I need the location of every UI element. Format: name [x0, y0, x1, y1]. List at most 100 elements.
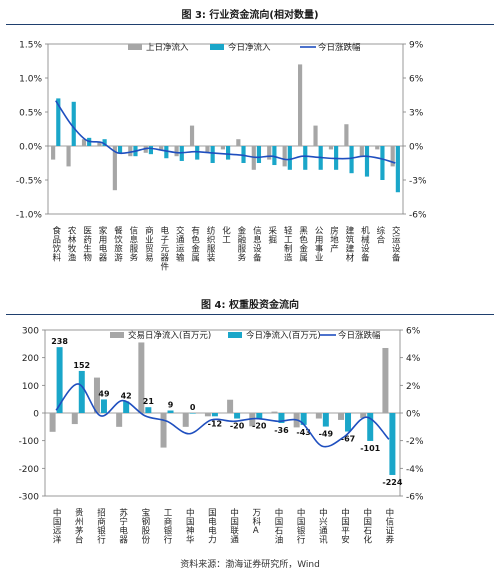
figure1-caption: 图 3: 行业资金流向(相对数量)	[181, 10, 319, 21]
fig1-legend-swatch	[210, 44, 224, 50]
fig1-category-label: 餐饮旅游	[112, 226, 122, 262]
fig1-y-tick-label: 0.5%	[19, 109, 42, 119]
fig2-category-label: 中国神华	[184, 507, 194, 544]
fig2-bar-prev	[338, 413, 345, 420]
fig1-category-label: 信息服务	[128, 225, 138, 262]
fig2-data-label: 49	[98, 389, 110, 398]
industry-fund-flow-chart: 1.5% 1.0% 0.5% 0.0% -0.5% -1.0% 9% 6% 3% 0% -3% -6%…	[16, 41, 427, 272]
fig1-bar-prev	[128, 146, 133, 157]
fig1-y2-tick-label: -6%	[409, 211, 427, 221]
fig2-y2-tick-label: 2%	[406, 382, 421, 392]
fig2-bar-today	[300, 413, 307, 425]
fig2-category-label: 中国石化	[362, 507, 372, 544]
fig2-category-label: 工商银行	[162, 508, 172, 544]
fig1-category-label: 信息设备	[251, 225, 261, 262]
fig2-data-label: -20	[252, 422, 267, 431]
fig2-bar-prev	[182, 413, 189, 427]
fig1-bar-today	[272, 146, 277, 166]
fig2-category-label: 中国银行	[295, 507, 305, 544]
fig2-bar-prev	[227, 399, 234, 413]
fig2-y-tick-label: -100	[19, 437, 40, 447]
fig2-category-label: 宝钢股份	[140, 507, 150, 544]
fig1-category-label: 交通运输	[174, 225, 184, 262]
fig2-bar-prev	[204, 413, 211, 417]
fig1-bar-prev	[390, 146, 395, 167]
fig1-category-label: 家用电器	[97, 225, 107, 262]
fig1-legend-label: 今日净流入	[228, 42, 271, 53]
fig1-legend-label: 上日净流入	[146, 42, 189, 53]
fig1-category-label: 交运设备	[390, 225, 400, 262]
fig1-bar-today	[56, 98, 61, 146]
fig2-bar-prev	[116, 413, 123, 427]
fig2-y2-tick-label: -4%	[406, 465, 424, 475]
fig1-category-label: 医药生物	[82, 226, 92, 262]
fig1-y-tick-label: 0.0%	[19, 143, 42, 153]
fig1-bar-prev	[159, 146, 164, 150]
fig2-y2-tick-label: 6%	[406, 327, 421, 337]
fig2-bar-today	[234, 413, 241, 419]
fig1-category-label: 纺织服装	[205, 225, 215, 262]
fig1-category-label: 电子元器件	[159, 225, 169, 271]
fig2-data-label: -20	[230, 422, 245, 431]
fig2-y-tick-label: 200	[22, 354, 39, 364]
fig1-category-label: 轻工制造	[282, 225, 292, 262]
fig2-data-label: -49	[319, 430, 334, 439]
fig2-y2-tick-label: 4%	[406, 354, 421, 364]
fig1-category-label: 有色金属	[190, 225, 200, 262]
fig1-bar-today	[241, 146, 246, 163]
fig1-bar-prev	[344, 124, 349, 146]
fig2-y-tick-label: -300	[19, 493, 40, 503]
fig1-bar-today	[117, 146, 123, 153]
fig2-data-label: -43	[296, 428, 310, 437]
fig1-bar-today	[303, 146, 308, 170]
fig2-bar-today	[78, 370, 85, 413]
source-note: 资料来源：渤海证券研究所，Wind	[180, 560, 320, 570]
fig1-y2-tick-label: 3%	[409, 109, 424, 119]
fig1-y-tick-label: 1.5%	[19, 41, 42, 51]
fig2-bar-prev	[138, 342, 145, 413]
fig1-category-label: 黑色金属	[298, 226, 308, 262]
fig2-category-label: 中国石油	[273, 507, 283, 544]
fig1-category-label: 建筑建材	[344, 225, 354, 262]
fig2-bar-prev	[249, 413, 256, 427]
fig1-bar-prev	[189, 125, 195, 146]
fig2-category-label: 中国联通	[229, 507, 239, 544]
fig2-category-label: 国电电力	[206, 508, 216, 544]
fig2-legend-swatch	[228, 332, 242, 338]
weight-stock-fund-flow-chart: 3002001000-100-200-3006%4%2%0%-2%-4%-6%中…	[19, 327, 424, 545]
fig1-plot-frame	[47, 43, 404, 215]
fig2-data-label: -224	[382, 478, 402, 487]
fig1-y2-tick-label: -3%	[409, 177, 427, 187]
fig1-y-tick-label: 1.0%	[19, 75, 42, 85]
fig2-y2-tick-label: -6%	[406, 493, 424, 503]
figure2-panel: 300 200 100 0 -100 -200 -300 6% 4% 2% 0% -2% -4% -6% 中…	[0, 316, 500, 554]
fig2-line-change	[55, 383, 390, 448]
fig2-bar-today	[100, 399, 107, 413]
fig1-bar-today	[364, 146, 370, 177]
fig1-bar-prev	[143, 146, 148, 153]
figure2-top-rule	[6, 314, 494, 315]
fig1-bar-prev	[205, 146, 210, 153]
fig2-bar-today	[389, 413, 396, 475]
fig1-category-label: 商业贸易	[143, 225, 153, 262]
fig1-bar-today	[226, 146, 231, 160]
fig2-data-label: 152	[73, 361, 90, 370]
fig1-bar-prev	[282, 146, 287, 167]
fig2-category-label: 中信证券	[384, 507, 394, 544]
fig1-category-label: 房地产	[329, 225, 339, 253]
fig1-bar-today	[148, 146, 153, 155]
fig1-category-label: 采掘	[267, 225, 277, 244]
fig1-category-label: 食品饮料	[51, 225, 61, 262]
fig2-bar-today	[56, 347, 63, 413]
fig2-bar-prev	[315, 413, 322, 419]
fig1-category-label: 化工	[221, 225, 231, 244]
fig2-bar-prev	[49, 413, 56, 432]
fig1-bar-today	[256, 146, 262, 163]
fig2-bar-today	[322, 413, 329, 427]
fig2-y-tick-label: 100	[22, 382, 39, 392]
fig2-bar-today	[345, 413, 352, 432]
fig2-bar-today	[123, 401, 130, 413]
fig2-legend-swatch	[110, 332, 124, 338]
fig2-data-label: -67	[341, 435, 355, 444]
fig2-category-label: 中兴通讯	[317, 507, 327, 544]
